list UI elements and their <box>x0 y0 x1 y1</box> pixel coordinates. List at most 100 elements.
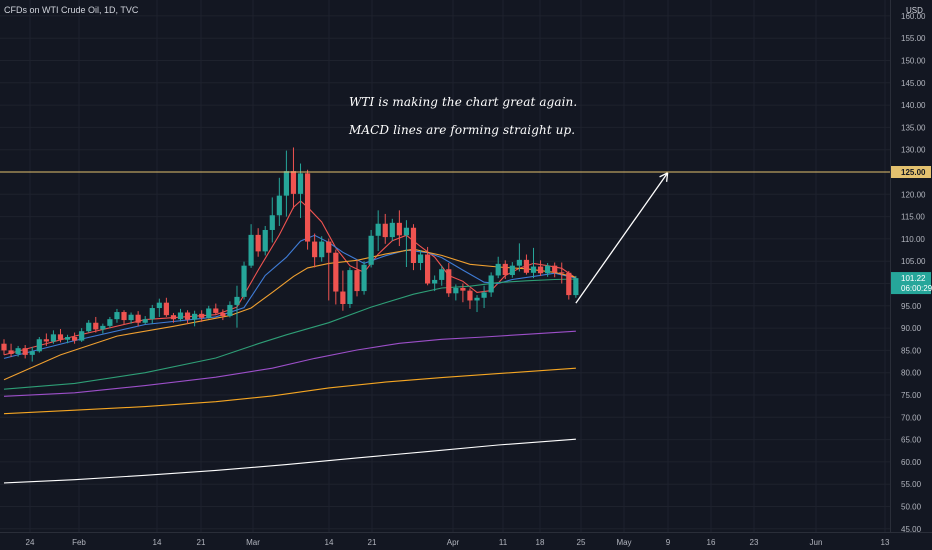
price-tick-label: 160.00 <box>901 12 926 21</box>
candle[interactable] <box>425 246 431 286</box>
candle[interactable] <box>283 150 289 217</box>
candle[interactable] <box>559 262 565 284</box>
candle[interactable] <box>43 333 49 346</box>
candle[interactable] <box>184 310 191 325</box>
candle[interactable] <box>121 310 127 325</box>
candle[interactable] <box>234 285 240 328</box>
candle[interactable] <box>312 233 318 268</box>
candle[interactable] <box>326 238 332 301</box>
annotation-text-2[interactable]: MACD lines are forming straight up. <box>349 123 576 137</box>
candle[interactable] <box>206 305 212 319</box>
candle[interactable] <box>220 309 226 321</box>
candle[interactable] <box>446 262 452 297</box>
candle[interactable] <box>368 229 374 268</box>
price-axis[interactable]: USD 45.00 50.00 55.00 60.00 65.00 70.00 75.00 80… <box>890 0 927 534</box>
candle[interactable] <box>86 320 92 333</box>
candle[interactable] <box>241 261 247 300</box>
candle[interactable] <box>128 312 134 324</box>
candle[interactable] <box>227 301 233 318</box>
candle[interactable] <box>333 249 339 305</box>
candle[interactable] <box>276 177 282 226</box>
candle[interactable] <box>57 328 64 343</box>
candle[interactable] <box>474 295 480 313</box>
candle[interactable] <box>347 267 353 309</box>
candle[interactable] <box>552 262 558 278</box>
candle[interactable] <box>297 163 304 218</box>
candle[interactable] <box>488 272 494 297</box>
candle[interactable] <box>170 312 177 323</box>
candle[interactable] <box>566 271 572 300</box>
candle[interactable] <box>149 304 155 324</box>
candle-body <box>552 265 558 273</box>
candle[interactable] <box>396 210 402 247</box>
candle[interactable] <box>107 316 113 329</box>
candle[interactable] <box>64 334 71 344</box>
candle[interactable] <box>29 346 35 362</box>
candle[interactable] <box>432 275 438 292</box>
candle[interactable] <box>453 284 459 301</box>
arrow-head <box>665 172 669 182</box>
candle[interactable] <box>8 343 14 358</box>
candle[interactable] <box>382 213 388 244</box>
candle[interactable] <box>375 210 381 251</box>
candle[interactable] <box>192 310 198 327</box>
candle[interactable] <box>502 260 508 280</box>
time-axis[interactable]: 24 Feb 14 21 Mar 14 21 Apr 11 18 25 May 9 16 23 Jun 13 <box>0 532 932 548</box>
candle[interactable] <box>93 316 99 333</box>
candle-body <box>43 339 49 342</box>
candle[interactable] <box>417 250 424 271</box>
candle[interactable] <box>495 256 501 279</box>
candle-body <box>347 270 353 305</box>
candle[interactable] <box>509 262 515 278</box>
candle[interactable] <box>516 243 522 272</box>
candle[interactable] <box>410 224 417 271</box>
candle[interactable] <box>213 303 219 316</box>
candle[interactable] <box>156 298 162 317</box>
candle[interactable] <box>340 270 346 311</box>
candle[interactable] <box>530 247 537 279</box>
candle-body <box>290 171 297 194</box>
candle[interactable] <box>439 265 445 286</box>
candle[interactable] <box>537 260 544 276</box>
candle[interactable] <box>361 261 367 295</box>
candle[interactable] <box>79 328 85 342</box>
candle[interactable] <box>481 285 487 309</box>
candle[interactable] <box>15 345 21 357</box>
candle[interactable] <box>199 310 205 322</box>
candle[interactable] <box>100 323 106 334</box>
candle-body <box>545 265 551 274</box>
annotation-text-1[interactable]: WTI is making the chart great again. <box>349 95 578 109</box>
candle[interactable] <box>163 297 169 317</box>
candle[interactable] <box>467 288 473 309</box>
candle[interactable] <box>354 260 360 297</box>
candle[interactable] <box>545 262 551 277</box>
candle[interactable] <box>573 275 579 298</box>
candle[interactable] <box>255 228 261 257</box>
price-tick-label: 130.00 <box>901 146 926 155</box>
candle[interactable] <box>50 330 57 344</box>
candle[interactable] <box>142 316 148 325</box>
candle[interactable] <box>72 332 78 344</box>
candle[interactable] <box>304 169 311 250</box>
candle[interactable] <box>36 337 42 353</box>
candle[interactable] <box>1 339 7 355</box>
candle[interactable] <box>135 311 141 327</box>
candle[interactable] <box>262 225 268 256</box>
candle[interactable] <box>177 308 184 322</box>
candle-body <box>93 322 99 330</box>
candle[interactable] <box>290 147 297 209</box>
candle[interactable] <box>269 197 275 243</box>
candle[interactable] <box>389 218 395 242</box>
candlestick-series[interactable] <box>1 147 579 362</box>
candle[interactable] <box>248 224 254 268</box>
projection-arrow[interactable] <box>575 172 669 304</box>
candle[interactable] <box>403 220 410 267</box>
candle[interactable] <box>460 283 466 303</box>
currency-label: USD <box>906 6 923 15</box>
candle[interactable] <box>319 236 325 262</box>
candle[interactable] <box>114 308 120 323</box>
candle[interactable] <box>22 345 28 359</box>
candle[interactable] <box>523 254 530 275</box>
